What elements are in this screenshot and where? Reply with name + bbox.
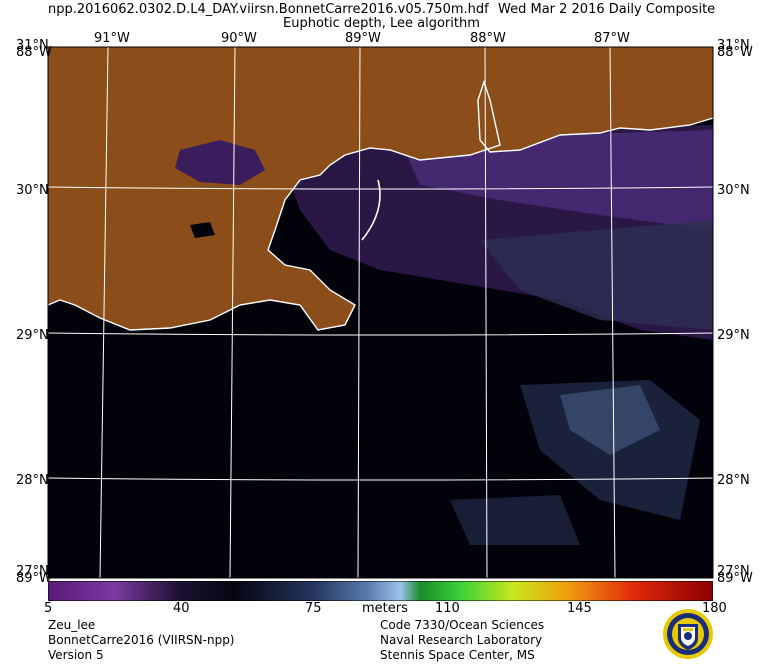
lon-label-89w: 89°W: [345, 31, 381, 46]
lat-label-28n-right: 28°N: [717, 473, 750, 488]
footer-code: Code 7330/Ocean Sciences: [380, 618, 545, 632]
graticule: [48, 47, 713, 578]
lat-label-29n-right: 29°N: [717, 328, 750, 343]
corner-label-top-right-overlay: 88°W: [717, 45, 753, 60]
footer-product-name: Zeu_lee: [48, 618, 96, 632]
footer-region-sensor: BonnetCarre2016 (VIIRSN-npp): [48, 633, 235, 647]
corner-label-bottom-left-overlay: 89°W: [16, 571, 52, 586]
coastline: [48, 79, 713, 331]
corner-label-bottom-left: 27°N: [16, 564, 49, 579]
lat-label-28n-left: 28°N: [16, 473, 49, 488]
map-frame: [47, 46, 714, 579]
nrl-seal-icon: [663, 609, 713, 659]
colorbar-tick-min: 5: [44, 601, 53, 616]
date-title: Wed Mar 2 2016 Daily Composite: [498, 2, 716, 17]
chandeleur-islands: [361, 179, 381, 241]
lon-label-90w: 90°W: [221, 31, 257, 46]
colorbar-tick-110: 110: [435, 601, 460, 616]
colorbar: [48, 581, 713, 601]
corner-label-bottom-right: 27°N: [717, 564, 750, 579]
footer-location: Stennis Space Center, MS: [380, 648, 535, 662]
offshore-patch-far-south: [450, 495, 580, 545]
footer-lab: Naval Research Laboratory: [380, 633, 543, 647]
lake-pontchartrain: [175, 140, 265, 185]
offshore-patch-blue: [560, 385, 660, 455]
lat-label-30n-left: 30°N: [16, 183, 49, 198]
lat-label-30n-right: 30°N: [717, 183, 750, 198]
offshore-patch: [480, 220, 713, 330]
corner-label-bottom-right-overlay: 89°W: [717, 571, 753, 586]
corner-label-top-right: 31°N: [717, 38, 750, 53]
lon-label-88w: 88°W: [470, 31, 506, 46]
product-title: Euphotic depth, Lee algorithm: [283, 16, 480, 31]
colorbar-tick-max: 180: [702, 601, 727, 616]
corner-label-top-left: 31°N: [16, 38, 49, 53]
footer-version: Version 5: [48, 648, 104, 662]
filename-title: npp.2016062.0302.D.L4_DAY.viirsn.BonnetC…: [48, 2, 489, 17]
lat-label-29n-left: 29°N: [16, 328, 49, 343]
lon-label-87w: 87°W: [594, 31, 630, 46]
colorbar-tick-145: 145: [567, 601, 592, 616]
land-area: [48, 47, 713, 330]
corner-label-top-left-overlay: 88°W: [16, 45, 52, 60]
shelf-waters-east: [400, 130, 713, 230]
lake-small: [190, 222, 215, 238]
lon-label-91w: 91°W: [94, 31, 130, 46]
colorbar-tick-40: 40: [173, 601, 190, 616]
colorbar-units: meters: [362, 601, 408, 616]
colorbar-tick-75: 75: [305, 601, 322, 616]
offshore-patch-south: [520, 380, 700, 520]
